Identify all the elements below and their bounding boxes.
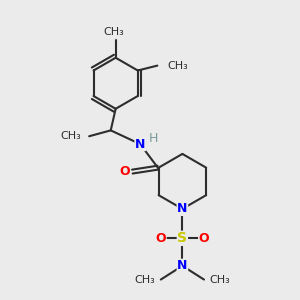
- Text: O: O: [119, 165, 130, 178]
- Text: N: N: [177, 259, 188, 272]
- Text: CH₃: CH₃: [61, 131, 81, 141]
- Text: CH₃: CH₃: [210, 274, 231, 285]
- Text: O: O: [155, 232, 166, 245]
- Text: CH₃: CH₃: [103, 27, 124, 37]
- Text: N: N: [177, 202, 188, 215]
- Text: S: S: [177, 231, 188, 245]
- Text: CH₃: CH₃: [134, 274, 155, 285]
- Text: H: H: [148, 132, 158, 145]
- Text: CH₃: CH₃: [167, 61, 188, 70]
- Text: N: N: [135, 138, 146, 151]
- Text: O: O: [199, 232, 209, 245]
